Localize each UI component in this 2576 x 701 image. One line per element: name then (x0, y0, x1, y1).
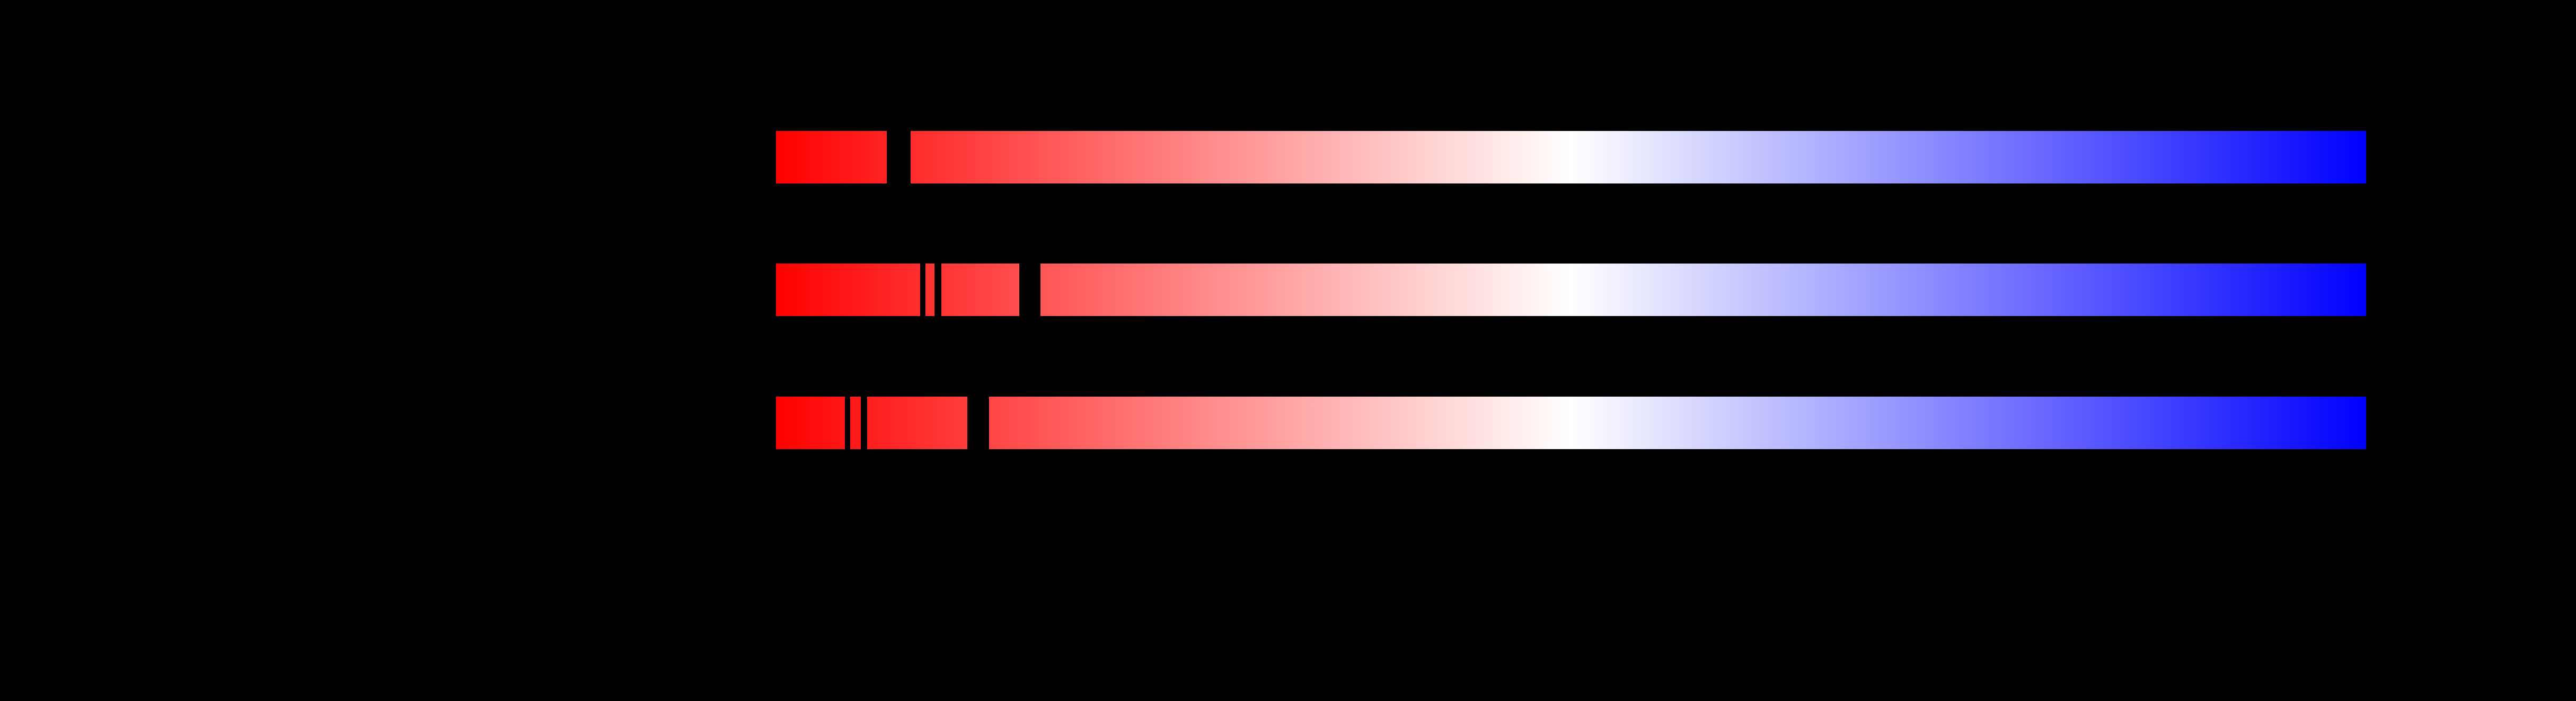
eigenvalue-marker-line (887, 131, 911, 183)
eigenvalue-marker-line (1019, 264, 1040, 316)
eigenvalue-marker-line (967, 397, 989, 449)
eigenvalue-marker-line (920, 264, 925, 316)
eigenvalue-marker-line (861, 397, 867, 449)
spectrum-bar-1 (776, 131, 2366, 183)
eigenvalue-marker-line (934, 264, 941, 316)
spectrum-bar-3 (776, 397, 2366, 449)
eigenvalue-marker-line (845, 397, 850, 449)
spectrum-bar-2 (776, 264, 2366, 316)
